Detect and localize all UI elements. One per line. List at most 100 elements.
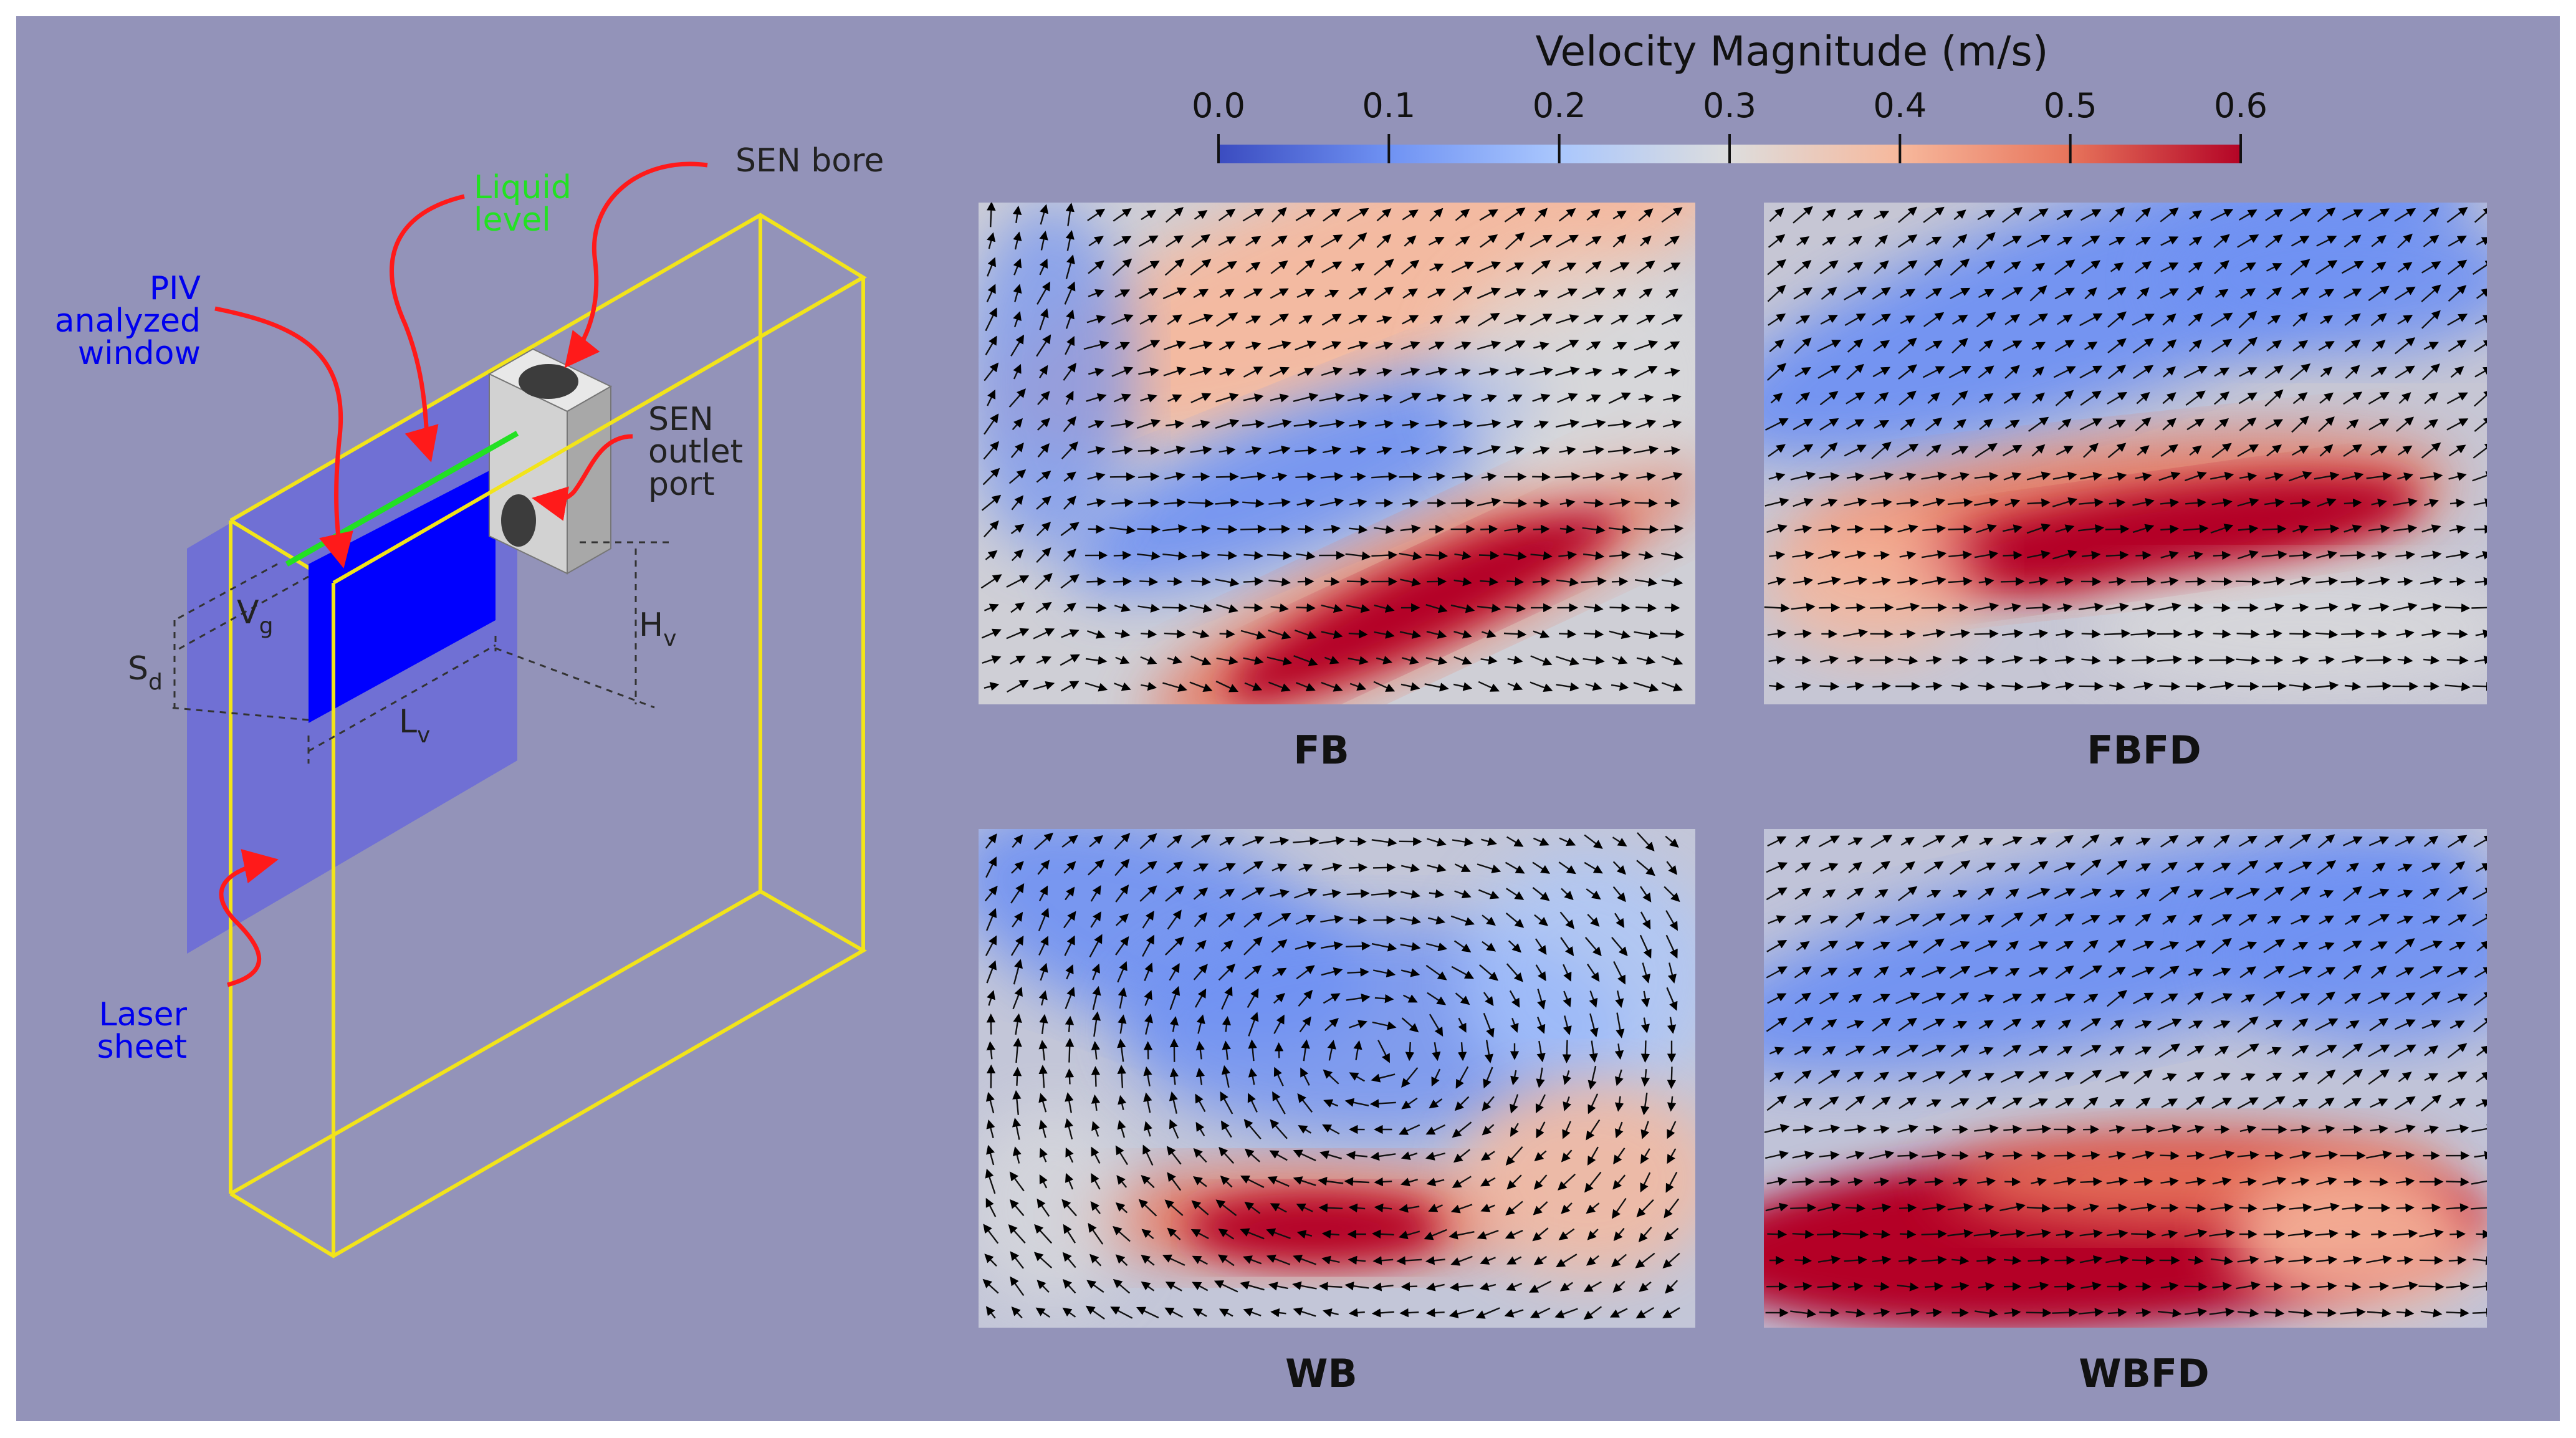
velocity-vector — [1293, 419, 1318, 429]
velocity-vector — [1608, 392, 1631, 405]
velocity-vector — [1452, 446, 1473, 455]
velocity-vector — [2265, 234, 2283, 248]
velocity-vector — [2447, 259, 2468, 275]
velocity-vector — [1296, 259, 1315, 276]
velocity-vector — [1534, 420, 1549, 429]
velocity-vector — [2189, 210, 2203, 220]
velocity-panels: FB FBFD WB WBFD — [979, 203, 2487, 1396]
mold-schematic: SEN bore Liquid level PIV analyzed windo… — [55, 142, 884, 1258]
velocity-vector — [1270, 288, 1289, 299]
velocity-vector — [1583, 499, 1604, 508]
velocity-vector — [982, 655, 1002, 664]
velocity-vector — [986, 284, 996, 302]
velocity-vectors — [980, 203, 1685, 693]
velocity-vector — [1086, 603, 1107, 613]
velocity-vector — [1219, 368, 1235, 376]
velocity-vector — [1976, 232, 1996, 250]
velocity-vector — [1477, 261, 1501, 273]
velocity-vector — [1033, 681, 1055, 690]
velocity-vector — [1557, 393, 1578, 403]
velocity-vector — [1399, 393, 1422, 404]
velocity-vector — [1060, 522, 1080, 537]
velocity-vector — [1425, 603, 1448, 613]
velocity-vector — [1974, 629, 1999, 638]
velocity-vector — [2238, 310, 2258, 328]
velocity-vector — [1401, 446, 1420, 455]
velocity-vector — [1609, 550, 1631, 560]
velocity-vector — [2054, 259, 2076, 276]
velocity-vector — [1088, 524, 1105, 534]
velocity-vector — [1478, 681, 1500, 692]
velocity-panel-wb: WB — [979, 829, 1695, 1396]
velocity-vector — [1533, 446, 1550, 455]
velocity-vector — [1111, 419, 1134, 429]
velocity-vector — [1873, 1229, 1891, 1239]
velocity-vector — [1559, 499, 1576, 508]
velocity-vector — [2266, 263, 2282, 272]
velocity-vector — [1270, 603, 1289, 613]
velocity-vector — [2371, 235, 2387, 247]
velocity-vector — [2237, 234, 2259, 248]
velocity-vector — [1270, 260, 1288, 274]
velocity-vector — [2160, 288, 2180, 299]
velocity-vector — [1192, 419, 1210, 429]
velocity-vector — [1769, 208, 1784, 222]
velocity-vector — [1114, 603, 1131, 612]
velocity-vector — [1137, 551, 1161, 560]
velocity-vector — [1374, 630, 1395, 639]
velocity-vector — [1164, 258, 1185, 276]
velocity-vector — [1608, 525, 1632, 534]
velocity-vector — [2267, 315, 2281, 325]
velocity-vector — [1271, 207, 1287, 223]
velocity-vector — [1140, 656, 1157, 665]
velocity-vector — [1164, 472, 1185, 481]
velocity-vector — [1478, 550, 1500, 560]
panel-label-wbfd: WBFD — [2079, 1351, 2209, 1396]
velocity-vector — [1819, 681, 1840, 691]
velocity-vector — [1556, 577, 1579, 587]
velocity-vector — [2371, 1229, 2388, 1239]
velocity-vector — [2239, 262, 2256, 272]
velocity-vector — [1376, 234, 1392, 248]
velocity-vector — [1453, 682, 1473, 691]
velocity-vector — [1452, 285, 1473, 301]
velocity-vector — [2265, 208, 2284, 221]
velocity-vector — [1661, 551, 1684, 560]
velocity-vector — [1976, 312, 1996, 328]
velocity-vector — [1345, 551, 1371, 560]
velocity-vector — [1952, 234, 1968, 248]
velocity-vector — [1086, 498, 1106, 507]
velocity-vector — [1558, 550, 1577, 560]
velocity-vector — [1320, 234, 1343, 248]
velocity-vector — [1503, 499, 1528, 508]
velocity-vector — [1530, 234, 1553, 248]
velocity-vector — [1978, 655, 1995, 665]
velocity-vector — [1167, 314, 1182, 325]
velocity-vector — [1768, 234, 1786, 248]
velocity-vector — [1636, 472, 1657, 481]
velocity-vector — [1477, 603, 1501, 613]
velocity-vector — [1012, 418, 1023, 431]
velocity-vector — [1061, 441, 1078, 459]
velocity-vector — [2002, 206, 2023, 223]
velocity-vector — [1532, 393, 1551, 403]
velocity-vector — [1011, 549, 1024, 562]
velocity-vector — [1506, 446, 1525, 455]
velocity-vector — [1376, 315, 1392, 324]
velocity-vector — [1609, 603, 1630, 613]
velocity-vector — [1215, 498, 1240, 507]
colorbar-tick-label: 0.0 — [1192, 86, 1245, 125]
velocity-vector — [1137, 603, 1160, 613]
velocity-vector — [1455, 236, 1470, 246]
velocity-vector — [1503, 314, 1526, 325]
velocity-vector — [1219, 446, 1236, 456]
velocity-vector — [1008, 469, 1027, 484]
velocity-vector — [2188, 655, 2205, 665]
velocity-vector — [1349, 915, 1367, 925]
velocity-vector — [1139, 314, 1158, 325]
velocity-vector — [2026, 234, 2051, 248]
velocity-vector — [2054, 1255, 2076, 1265]
velocity-vector — [2029, 313, 2049, 326]
velocity-vector — [1428, 342, 1445, 350]
velocity-vector — [1634, 340, 1659, 351]
